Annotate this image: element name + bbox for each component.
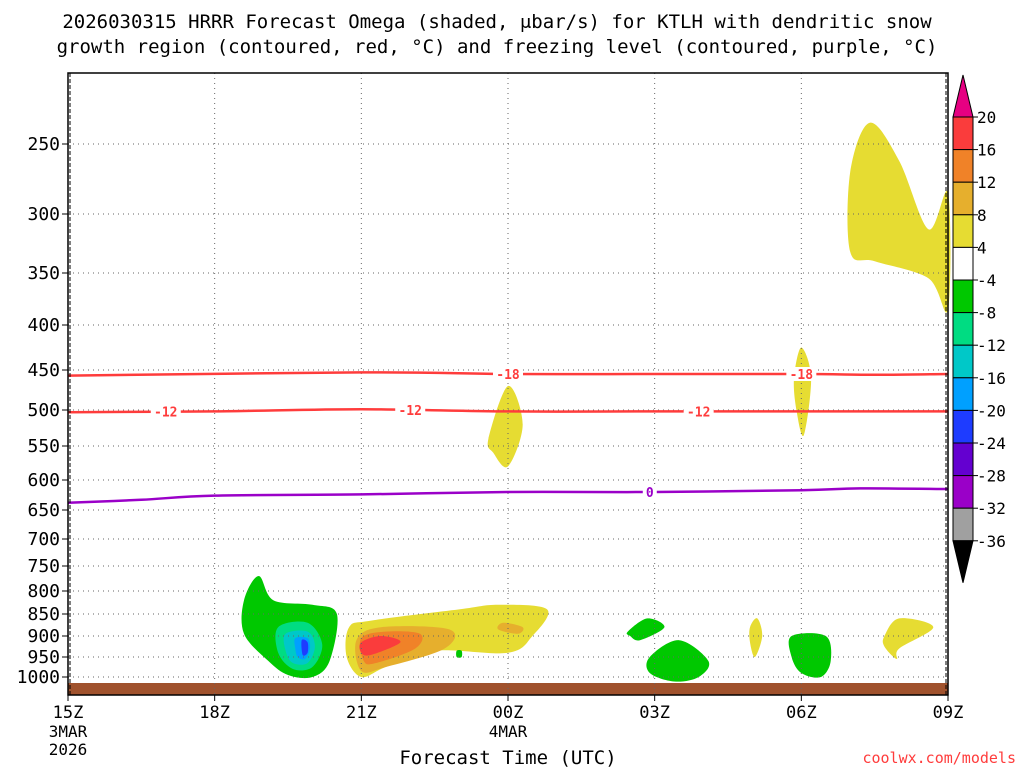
- colorbar-label: -8: [977, 304, 996, 323]
- omega-region-18: [301, 639, 309, 656]
- colorbar-swatch: [952, 149, 974, 183]
- x-tick-label: 15Z: [53, 703, 84, 723]
- colorbar-swatch: [952, 246, 974, 281]
- omega-regions: [241, 122, 951, 682]
- colorbar-swatch: [952, 442, 974, 477]
- x-tick-year: 2026: [49, 740, 88, 759]
- y-tick-label: 700: [27, 529, 60, 550]
- colorbar-legend: 20 16 12 8 4 -4 -8 -12 -16 -20 -24 -28 -32 -36: [952, 74, 1006, 583]
- colorbar-label: 4: [977, 238, 987, 257]
- omega-region-1: [487, 385, 523, 468]
- colorbar-label: 12: [977, 173, 996, 192]
- omega-region-13: [788, 633, 832, 678]
- colorbar-label: -16: [977, 369, 1006, 388]
- omega-region-0: [847, 122, 951, 313]
- contour-label: -12: [398, 404, 421, 419]
- chart-title-line-2: growth region (contoured, red, °C) and f…: [57, 36, 938, 58]
- contour-line-0: [67, 371, 949, 377]
- x-tick-date: 4MAR: [489, 722, 528, 741]
- colorbar-top-arrow: [952, 74, 974, 118]
- contour-label-bg: [683, 404, 714, 419]
- colorbar-swatch: [952, 507, 974, 542]
- omega-region-4: [749, 618, 763, 658]
- colorbar-swatch: [952, 279, 974, 314]
- contour-label: 0: [646, 486, 654, 501]
- y-tick-label: 450: [27, 360, 60, 381]
- x-tick-label: 09Z: [933, 703, 964, 723]
- y-tick-label: 850: [27, 604, 60, 625]
- x-axis-title: Forecast Time (UTC): [399, 747, 616, 768]
- y-tick-label: 900: [27, 626, 60, 647]
- colorbar-swatch: [952, 116, 974, 151]
- grid-lines: [68, 73, 948, 695]
- colorbar-swatch: [952, 409, 974, 444]
- colorbar-swatch: [952, 344, 974, 379]
- credit-text: coolwx.com/models: [862, 749, 1016, 767]
- colorbar-label: 16: [977, 141, 996, 160]
- y-tick-label: 350: [27, 263, 60, 284]
- x-tick-label: 06Z: [786, 703, 817, 723]
- x-tick-date: 3MAR: [49, 722, 88, 741]
- colorbar-swatch: [952, 181, 974, 216]
- contour-label-bg: [150, 404, 181, 419]
- colorbar-label: -12: [977, 336, 1006, 355]
- colorbar-label: 8: [977, 206, 987, 225]
- y-tick-label: 300: [27, 204, 60, 225]
- y-tick-label: 1000: [17, 667, 60, 688]
- omega-region-14: [456, 649, 463, 658]
- contour-label-bg: [642, 485, 657, 499]
- colorbar-label: -28: [977, 467, 1006, 486]
- y-tick-label: 750: [27, 556, 60, 577]
- colorbar-label: -36: [977, 532, 1006, 551]
- x-tick-label: 21Z: [346, 703, 377, 723]
- plot-area: -18 -18 -12 -12 -12 0: [67, 72, 951, 696]
- omega-region-7: [497, 622, 524, 634]
- colorbar-bottom-arrow: [952, 540, 974, 583]
- temperature-contours: -18 -18 -12 -12 -12 0: [67, 367, 949, 505]
- colorbar-label: -20: [977, 401, 1006, 420]
- contour-label: -18: [496, 368, 520, 383]
- x-tick-label: 00Z: [493, 703, 524, 723]
- colorbar-swatch: [952, 312, 974, 346]
- contour-label: -12: [154, 406, 177, 421]
- y-tick-label: 400: [27, 315, 60, 336]
- omega-region-9: [359, 636, 401, 656]
- colorbar-label: 20: [977, 108, 996, 127]
- colorbar-swatch: [952, 475, 974, 509]
- y-tick-label: 250: [27, 134, 60, 155]
- x-tick-label: 03Z: [639, 703, 670, 723]
- colorbar-swatch: [952, 214, 974, 248]
- chart-title-line-1: 2026030315 HRRR Forecast Omega (shaded, …: [62, 11, 932, 33]
- contour-line-2: [67, 487, 949, 505]
- y-tick-label: 950: [27, 647, 60, 668]
- x-tick-label: 18Z: [199, 703, 230, 723]
- contour-label: -18: [790, 368, 814, 383]
- contour-line-1: [67, 407, 948, 414]
- colorbar-swatch: [952, 377, 974, 411]
- omega-region-12: [646, 640, 710, 682]
- y-tick-label: 650: [27, 500, 60, 521]
- colorbar-label: -4: [977, 271, 996, 290]
- omega-region-5: [882, 618, 934, 660]
- contour-label-bg: [395, 403, 426, 417]
- contour-label-bg: [786, 367, 817, 381]
- y-tick-label: 500: [27, 400, 60, 421]
- y-tick-label: 550: [27, 436, 60, 457]
- contour-label-bg: [493, 367, 523, 381]
- y-tick-label: 600: [27, 470, 60, 491]
- colorbar-label: -32: [977, 499, 1006, 518]
- contour-label: -12: [687, 405, 710, 420]
- y-axis: 2503003504004505005506006507007508008509…: [17, 134, 68, 688]
- colorbar-label: -24: [977, 434, 1006, 453]
- y-tick-label: 800: [27, 581, 60, 602]
